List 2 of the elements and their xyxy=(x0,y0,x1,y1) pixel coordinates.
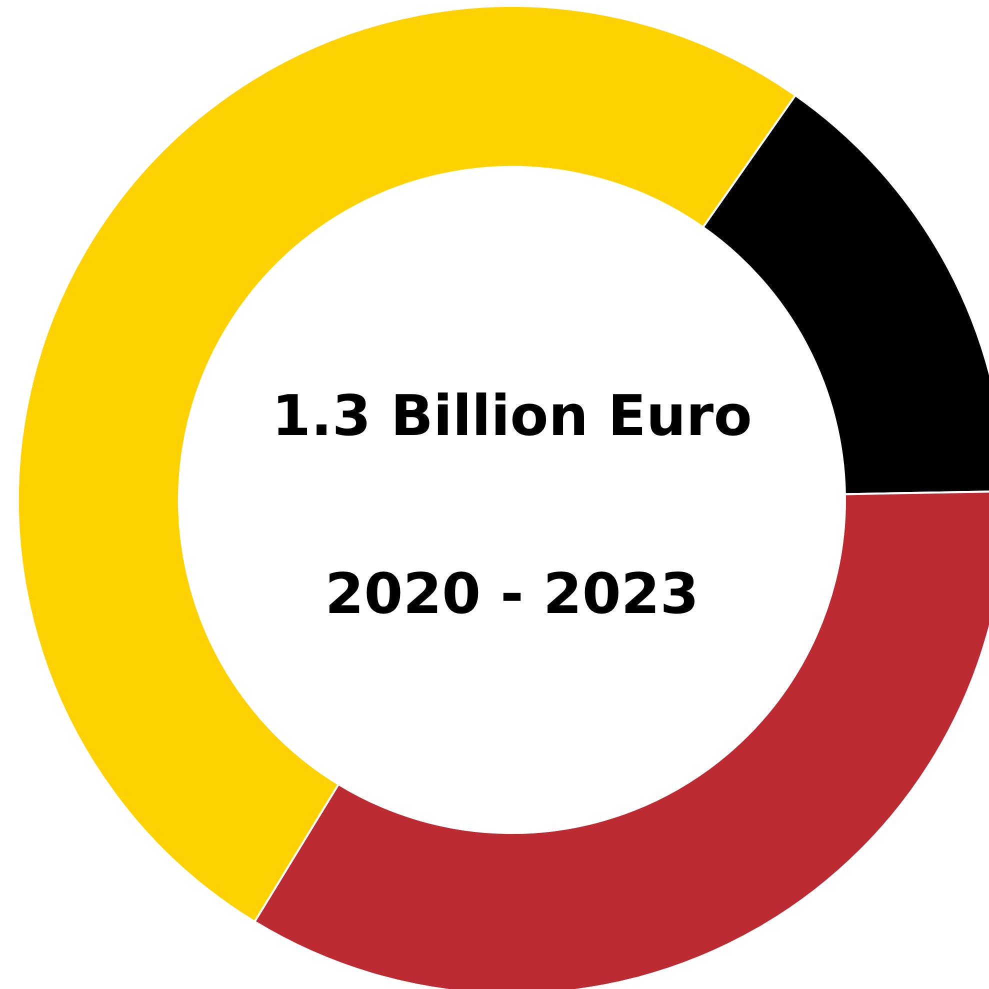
text: 2020 - 2023 xyxy=(325,562,699,627)
text: 1.3 Billion Euro xyxy=(272,384,752,449)
